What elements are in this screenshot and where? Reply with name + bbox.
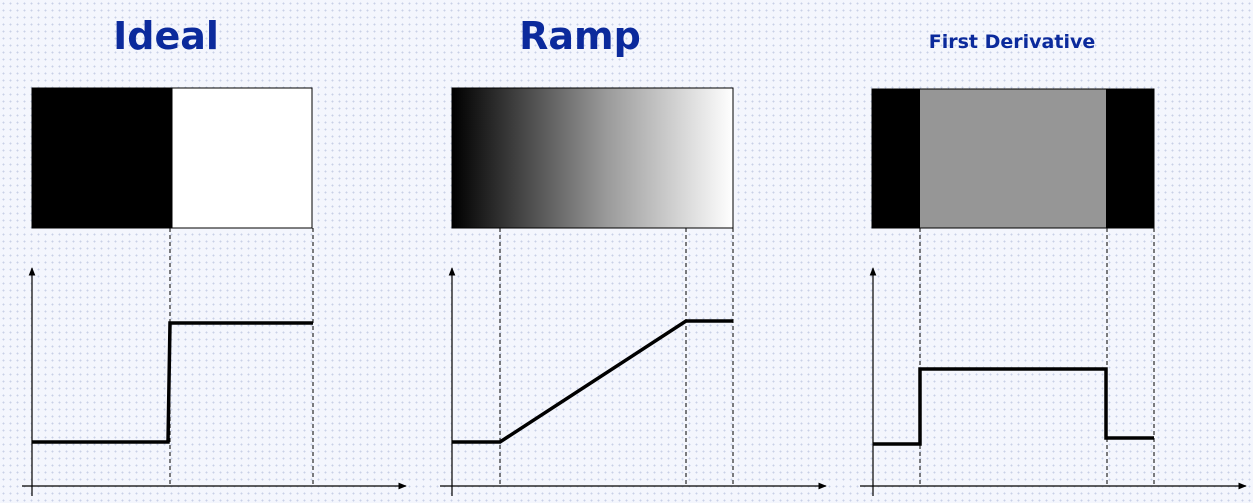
first-derivative-title: First Derivative [928, 31, 1096, 53]
ideal-panel [22, 87, 407, 496]
ramp-title: Ramp [519, 14, 641, 58]
derivative-left-dark-region [872, 89, 920, 228]
ideal-image-frame [31, 87, 313, 229]
ideal-title: Ideal [113, 14, 219, 58]
first-derivative-panel [860, 88, 1247, 496]
ideal-profile-line [32, 321, 313, 444]
ramp-profile-line [452, 319, 733, 444]
derivative-right-dark-region [1106, 89, 1154, 228]
ideal-light-region [171, 87, 313, 229]
derivative-profile-line [873, 367, 1154, 446]
derivative-image-frame [871, 88, 1155, 229]
ideal-dark-region [32, 88, 172, 228]
ramp-panel [440, 87, 827, 496]
derivative-mid-gray-region [920, 89, 1106, 228]
ramp-gradient-image [451, 87, 734, 229]
